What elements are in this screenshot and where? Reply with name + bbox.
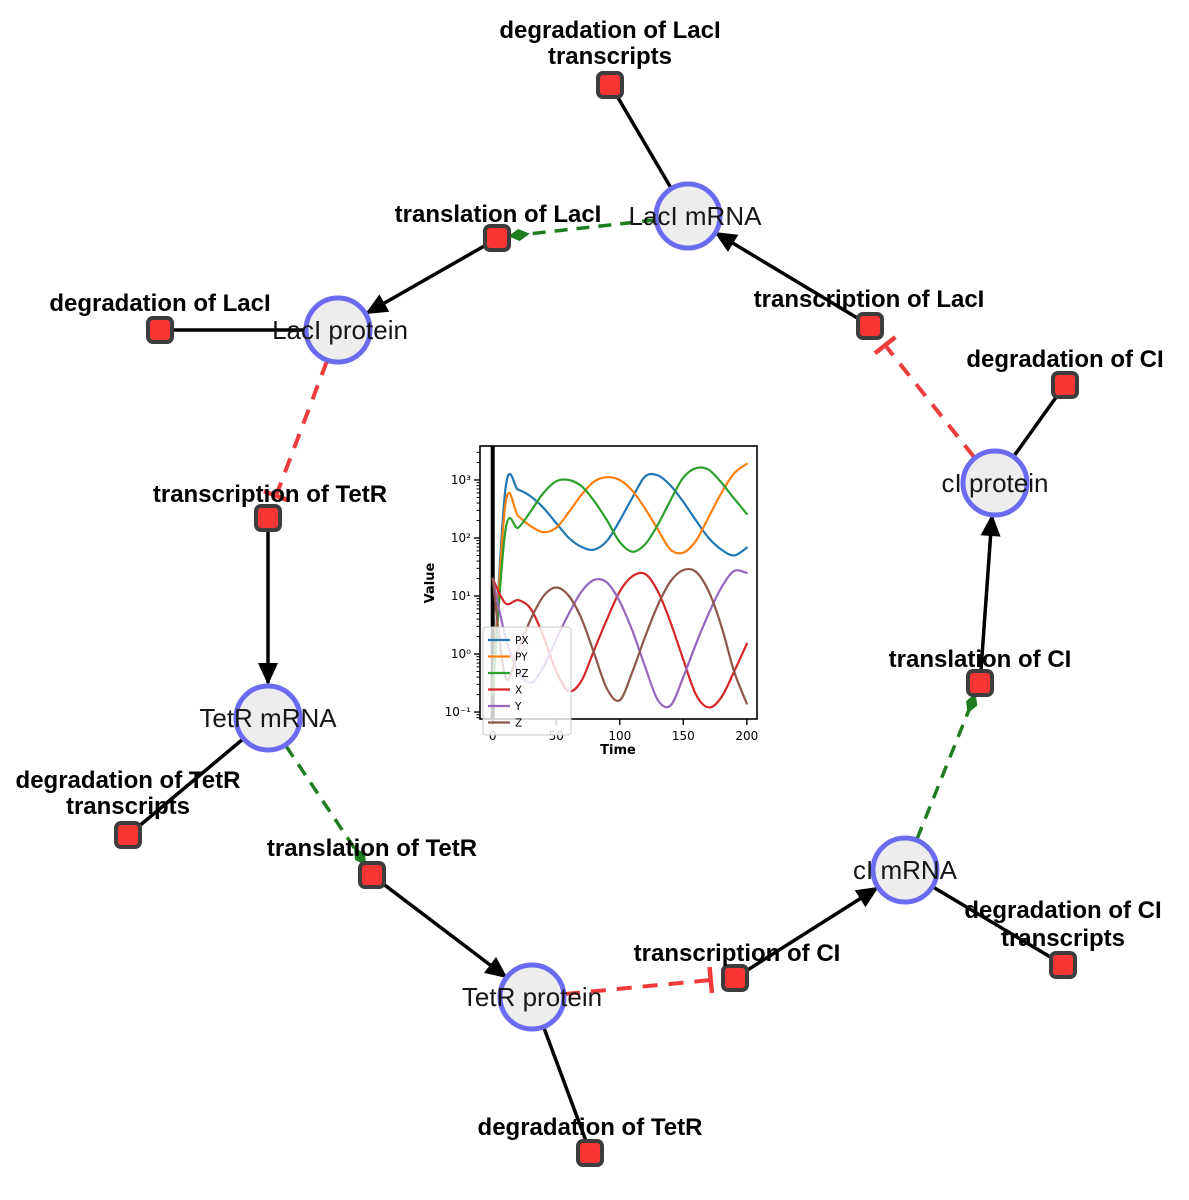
species-node-laci-mrna[interactable] — [653, 181, 723, 251]
chart-x-tick-label: 0 — [489, 729, 497, 743]
edge-translation-to-ciprotein — [979, 514, 1001, 671]
reaction-label: transcripts — [66, 793, 190, 820]
chart-line-Z — [491, 567, 748, 705]
edge-translation-to-laciprotein — [365, 243, 487, 315]
edge-cimrna-modifier-translation — [915, 693, 978, 840]
chart-line-X — [491, 571, 748, 709]
chart-y-tick-label: 10⁰ — [451, 647, 471, 661]
chart-x-tick-label: 150 — [672, 729, 695, 743]
chart-x-tick-label: 100 — [608, 729, 631, 743]
chart-y-tick-label: 10¹ — [451, 589, 471, 603]
chart-ylabel: Value — [423, 562, 438, 603]
chart-line-PY — [491, 462, 748, 696]
species-label: LacI mRNA — [629, 201, 763, 231]
species-node-tetr-mrna[interactable] — [233, 683, 303, 753]
chart-line-PZ — [491, 466, 748, 696]
species-label: TetR mRNA — [199, 703, 337, 733]
reaction-node-translation-laci[interactable] — [483, 224, 511, 252]
reaction-label: transcription of CI — [634, 940, 841, 967]
chart-y-tick-label: 10³ — [451, 473, 471, 487]
edge-cimrna-degtranscripts — [932, 885, 1053, 960]
reaction-label: transcripts — [1001, 925, 1125, 952]
reaction-node-transcription-ci[interactable] — [721, 964, 749, 992]
species-node-laci-protein[interactable] — [303, 295, 373, 365]
reaction-label: translation of LacI — [395, 201, 602, 228]
reaction-label: degradation of TetR — [16, 767, 241, 794]
reaction-node-degradation-tetr[interactable] — [576, 1139, 604, 1167]
edge-transcription-to-lacimrna — [714, 231, 860, 321]
chart-axes-frame — [479, 445, 758, 720]
species-node-ci-protein[interactable] — [960, 448, 1030, 518]
edge-ciprotein-degci — [1012, 394, 1059, 458]
chart-xlabel: Time — [600, 743, 636, 758]
edge-lacimrna-degtranscripts — [615, 95, 673, 189]
reaction-node-degradation-laci[interactable] — [146, 316, 174, 344]
reaction-node-transcription-tetr[interactable] — [254, 504, 282, 532]
edge-lacimrna-modifier-translation — [508, 218, 656, 241]
species-label: LacI protein — [272, 315, 408, 345]
species-node-ci-mrna[interactable] — [870, 835, 940, 905]
reaction-label: degradation of CI — [964, 897, 1161, 924]
reaction-label: degradation of LacI — [499, 17, 720, 44]
chart-legend: PX PY PZ XYZ — [482, 626, 572, 736]
reaction-node-degradation-tetr-transcripts[interactable] — [114, 821, 142, 849]
reaction-node-translation-ci[interactable] — [966, 669, 994, 697]
chart-y-tick-label: 10² — [451, 531, 471, 545]
reaction-label: transcription of LacI — [754, 286, 985, 313]
chart-legend-label-PX: PX — [515, 635, 529, 647]
reaction-label: degradation of CI — [966, 346, 1163, 373]
chart-x-tick-label: 200 — [735, 729, 758, 743]
reaction-node-transcription-laci[interactable] — [856, 312, 884, 340]
edge-transcription-to-cimrna — [745, 886, 879, 973]
reaction-node-degradation-ci-transcripts[interactable] — [1049, 951, 1077, 979]
reaction-label: degradation of LacI — [49, 290, 270, 317]
chart-legend-label-PY: PY — [515, 652, 528, 664]
edge-ciprotein-inhibits-lacitranscription — [873, 335, 976, 459]
reaction-label: transcription of TetR — [153, 481, 387, 508]
edge-translation-to-tetrprotein — [380, 881, 508, 979]
chart-legend-box — [482, 626, 572, 736]
reaction-node-degradation-laci-transcripts[interactable] — [596, 71, 624, 99]
species-label: TetR protein — [462, 982, 602, 1012]
reaction-label: translation of TetR — [267, 835, 477, 862]
reaction-label: degradation of TetR — [478, 1114, 703, 1141]
reaction-label: transcripts — [548, 43, 672, 70]
chart-legend-label-PZ: PZ — [515, 668, 529, 680]
edge-laciprotein-inhibits-tetrtranscription — [263, 360, 329, 503]
chart-y-tick-label: 10⁻¹ — [445, 705, 472, 719]
chart-legend-label-Z: Z — [515, 718, 522, 730]
edge-tetrmrna-degtranscripts — [136, 737, 245, 829]
species-label: cI mRNA — [853, 855, 958, 885]
edge-tetrprotein-degtetr — [542, 1027, 588, 1142]
reaction-label: translation of CI — [889, 646, 1072, 673]
edge-tetrmrna-modifier-translation — [284, 745, 367, 866]
species-label: cI protein — [942, 468, 1049, 498]
chart-legend-label-Y: Y — [514, 701, 522, 713]
reaction-node-translation-tetr[interactable] — [358, 861, 386, 889]
reaction-node-degradation-ci[interactable] — [1051, 371, 1079, 399]
chart-legend-label-X: X — [515, 685, 522, 697]
species-node-tetr-protein[interactable] — [497, 962, 567, 1032]
